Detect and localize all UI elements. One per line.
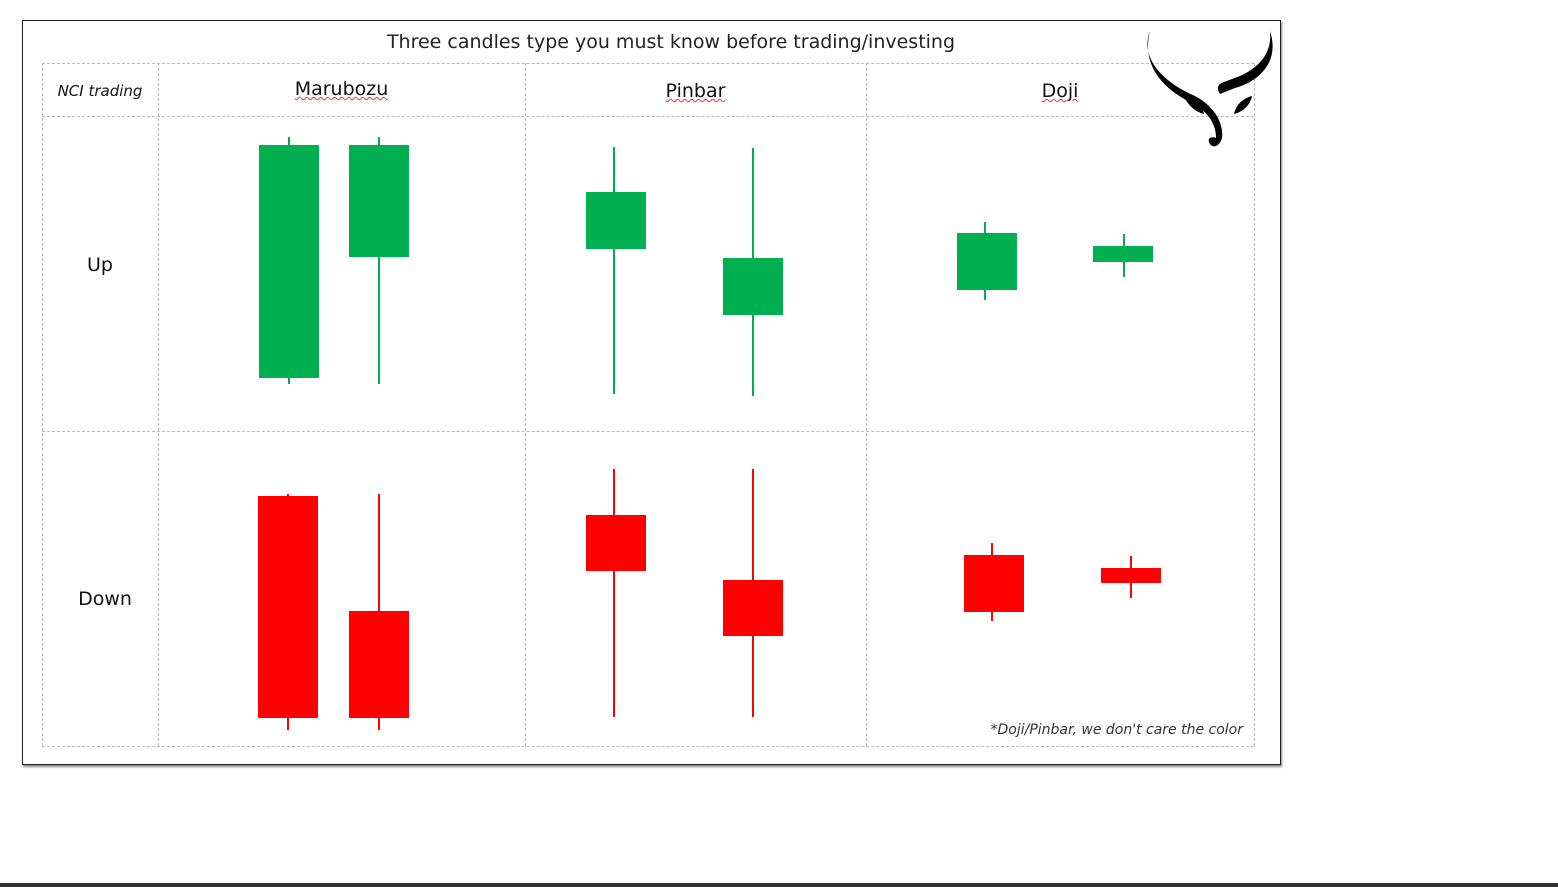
- grid-line: [866, 63, 867, 746]
- up-doji-body: [957, 233, 1017, 290]
- grid-line: [42, 63, 43, 746]
- bull-horns-logo-icon: [1147, 31, 1273, 147]
- down-doji-body: [964, 555, 1024, 612]
- down-pinbar-wick: [613, 469, 615, 717]
- diagram-title: Three candles type you must know before …: [386, 31, 956, 53]
- corner-label: NCI trading: [57, 82, 143, 100]
- grid-line: [42, 63, 1254, 64]
- down-doji-body: [1101, 568, 1161, 583]
- diagram-frame: [22, 20, 1281, 765]
- bottom-bar: [0, 883, 1558, 887]
- down-marubozu-body: [349, 611, 409, 718]
- up-marubozu-wick: [378, 137, 380, 384]
- column-header-pinbar: Pinbar: [665, 80, 726, 102]
- up-pinbar-body: [723, 258, 783, 315]
- up-marubozu-body: [349, 145, 409, 257]
- up-pinbar-wick: [613, 147, 615, 394]
- up-marubozu-body: [259, 145, 319, 378]
- grid-line: [525, 63, 526, 746]
- down-pinbar-body: [586, 515, 646, 571]
- column-header-marubozu: Marubozu: [294, 78, 389, 100]
- up-doji-body: [1093, 246, 1153, 262]
- down-pinbar-body: [723, 580, 783, 636]
- down-marubozu-body: [258, 496, 318, 718]
- grid-line: [42, 746, 1254, 747]
- footnote: *Doji/Pinbar, we don't care the color: [990, 722, 1243, 738]
- row-label-up: Up: [87, 254, 113, 276]
- row-label-down: Down: [78, 588, 132, 610]
- grid-line: [42, 431, 1254, 432]
- grid-line: [1254, 63, 1255, 746]
- up-pinbar-body: [586, 192, 646, 249]
- grid-line: [158, 63, 159, 746]
- grid-line: [42, 116, 1254, 117]
- column-header-doji: Doji: [1041, 80, 1079, 102]
